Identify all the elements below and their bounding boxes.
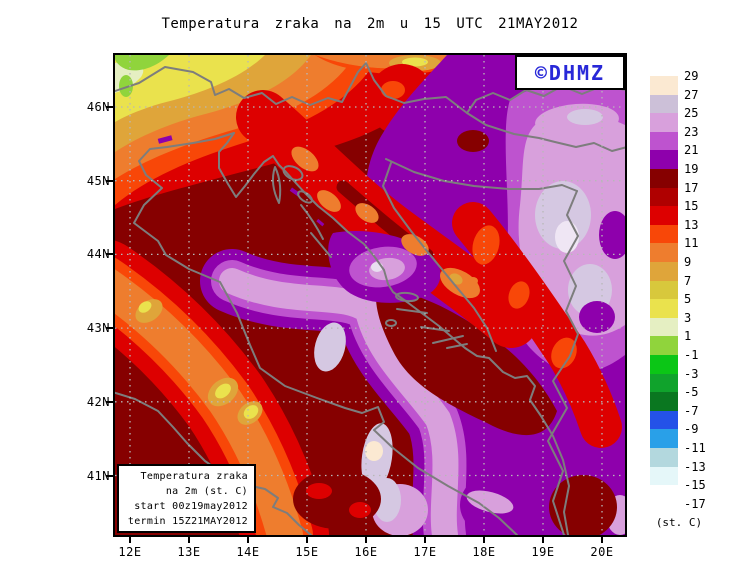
colorbar-swatch (650, 410, 678, 430)
colorbar-swatch (650, 76, 678, 95)
lon-label: 19E (531, 545, 555, 559)
colorbar-swatch (650, 373, 678, 393)
lon-label: 14E (236, 545, 260, 559)
lat-tick (106, 400, 115, 403)
lon-label: 15E (295, 545, 319, 559)
colorbar-swatch (650, 299, 678, 318)
lon-label: 16E (354, 545, 378, 559)
lat-label: 43N (86, 321, 110, 336)
colorbar-level-label: 27 (684, 87, 699, 102)
colorbar-level-label: -5 (684, 385, 699, 400)
lon-tick (542, 535, 544, 543)
lon-tick (129, 535, 131, 543)
colorbar-swatch (650, 466, 678, 486)
colorbar-swatch (650, 113, 678, 132)
colorbar-swatch (650, 262, 678, 281)
lon-tick (306, 535, 308, 543)
colorbar-swatch (650, 485, 678, 504)
colorbar-level-label: 7 (684, 273, 692, 288)
colorbar-level-label: -11 (684, 441, 706, 455)
colorbar-level-label: 19 (684, 162, 699, 176)
colorbar-level-label: 13 (684, 217, 699, 232)
colorbar-swatch (650, 243, 678, 262)
colorbar-swatch (650, 187, 678, 207)
lon-tick (365, 535, 367, 543)
lat-label: 42N (86, 394, 110, 409)
colorbar-swatch (650, 336, 678, 355)
colorbar-level-label: -13 (684, 459, 706, 474)
colorbar-swatch (650, 429, 678, 448)
colorbar-swatch (650, 392, 678, 411)
colorbar-level-label: 17 (684, 180, 699, 195)
colorbar-level-label: 23 (684, 124, 699, 139)
colorbar-swatch (650, 131, 678, 151)
lon-tick (601, 535, 603, 543)
colorbar-level-label: -17 (684, 496, 706, 511)
colorbar-level-label: 5 (684, 292, 692, 307)
page-title: Temperatura zraka na 2m u 15 UTC 21MAY20… (161, 16, 579, 32)
colorbar-level-label: 9 (684, 255, 692, 269)
lon-label: 20E (590, 545, 614, 559)
lat-tick (106, 179, 115, 182)
lat-label: 45N (86, 173, 110, 188)
colorbar-swatch (650, 280, 678, 300)
lat-label: 46N (86, 100, 110, 114)
lon-tick (483, 535, 485, 543)
colorbar-level-label: -15 (684, 478, 706, 493)
colorbar-swatch (650, 206, 678, 225)
lon-label: 13E (177, 545, 201, 559)
colorbar-level-label: -9 (684, 422, 699, 437)
colorbar-swatch (650, 317, 678, 337)
lon-tick (424, 535, 426, 543)
colorbar-level-label: 29 (684, 69, 699, 83)
colorbar-level-label: -3 (684, 366, 699, 381)
colorbar-level-label: 1 (684, 329, 692, 344)
lon-label: 12E (118, 545, 142, 559)
info-line: start 00z19may2012 (134, 501, 248, 512)
colorbar-swatch (650, 224, 678, 244)
colorbar-swatch (650, 169, 678, 188)
colorbar-level-label: 25 (684, 106, 699, 121)
info-line: na 2m (st. C) (165, 486, 248, 497)
lat-label: 41N (86, 468, 110, 483)
colorbar-swatch (650, 355, 678, 374)
weather-map-canvas (115, 55, 625, 535)
lat-tick (106, 474, 115, 477)
lon-tick (247, 535, 249, 543)
dhmz-logo-box: ©DHMZ (515, 55, 625, 90)
colorbar-unit-label: (st. C) (655, 516, 703, 529)
lat-tick (106, 253, 115, 256)
lat-tick (106, 106, 115, 108)
info-line: Temperatura zraka (140, 471, 248, 482)
colorbar-swatch (650, 150, 678, 169)
colorbar-level-label: -1 (684, 348, 699, 362)
colorbar-level-label: 11 (684, 236, 699, 251)
lon-label: 17E (413, 545, 437, 559)
colorbar-swatch (650, 448, 678, 467)
colorbar-level-label: 21 (684, 143, 699, 158)
lat-tick (106, 327, 115, 330)
colorbar-level-label: -7 (684, 403, 699, 418)
colorbar-level-label: 3 (684, 310, 692, 325)
forecast-info-box: Temperatura zraka na 2m (st. C) start 00… (117, 464, 256, 533)
info-line: termin 15Z21MAY2012 (127, 516, 248, 527)
colorbar-swatch (650, 94, 678, 114)
lon-tick (188, 535, 190, 543)
lon-label: 18E (472, 545, 496, 559)
dhmz-logo-text: ©DHMZ (534, 60, 606, 85)
lat-label: 44N (86, 247, 110, 262)
colorbar-level-label: 15 (684, 199, 699, 214)
